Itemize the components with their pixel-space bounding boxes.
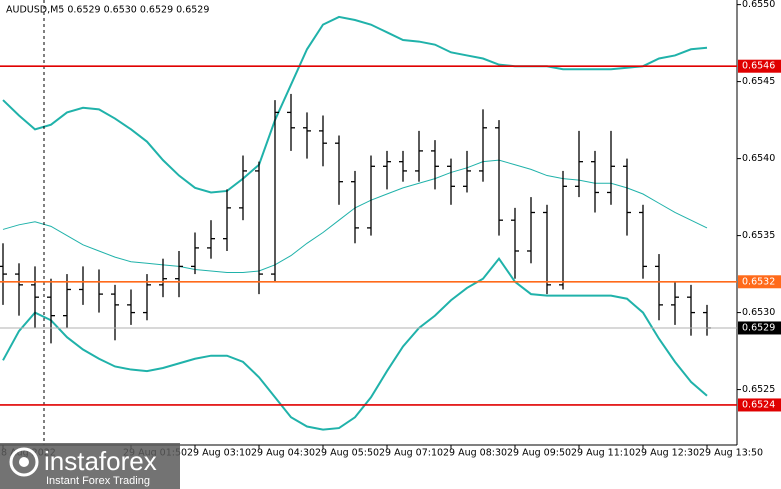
logo-icon (9, 447, 39, 477)
last-price-label: 0.6529 (742, 322, 775, 333)
chart-title: AUDUSD,M5 0.6529 0.6530 0.6529 0.6529 (6, 5, 209, 16)
plot-area (0, 15, 711, 431)
x-tick-label: 29 Aug 03:10 (187, 448, 251, 459)
bollinger-band (2, 15, 708, 194)
y-tick-label: 0.6530 (742, 307, 775, 318)
logo: instaforex Instant Forex Trading (0, 443, 180, 489)
x-tick-label: 29 Aug 09:50 (507, 448, 571, 459)
level-label-box (738, 59, 781, 73)
x-tick-label: 29 Aug 11:10 (571, 448, 635, 459)
x-tick-label: 29 Aug 07:10 (379, 448, 443, 459)
y-tick-label: 0.6535 (742, 230, 775, 241)
brand-tagline: Instant Forex Trading (46, 475, 150, 487)
y-tick-label: 0.6525 (742, 384, 775, 395)
level-label: 0.6546 (742, 61, 775, 72)
x-tick-label: 29 Aug 13:50 (699, 448, 763, 459)
level-label: 0.6524 (742, 399, 775, 410)
brand-name: instaforex (44, 446, 157, 476)
logo-icon-core (19, 457, 29, 467)
x-tick-label: 29 Aug 12:30 (635, 448, 699, 459)
x-tick-label: 29 Aug 08:30 (443, 448, 507, 459)
last-price-box (738, 321, 781, 335)
bollinger-band (2, 257, 708, 431)
x-tick-label: 29 Aug 04:30 (251, 448, 315, 459)
y-tick-label: 0.6540 (742, 153, 775, 164)
level-label-box (738, 275, 781, 289)
level-label: 0.6532 (742, 276, 775, 287)
y-tick-label: 0.6550 (742, 0, 775, 10)
x-tick-label: 29 Aug 05:50 (315, 448, 379, 459)
y-tick-label: 0.6545 (742, 76, 775, 87)
level-label-box (738, 398, 781, 412)
